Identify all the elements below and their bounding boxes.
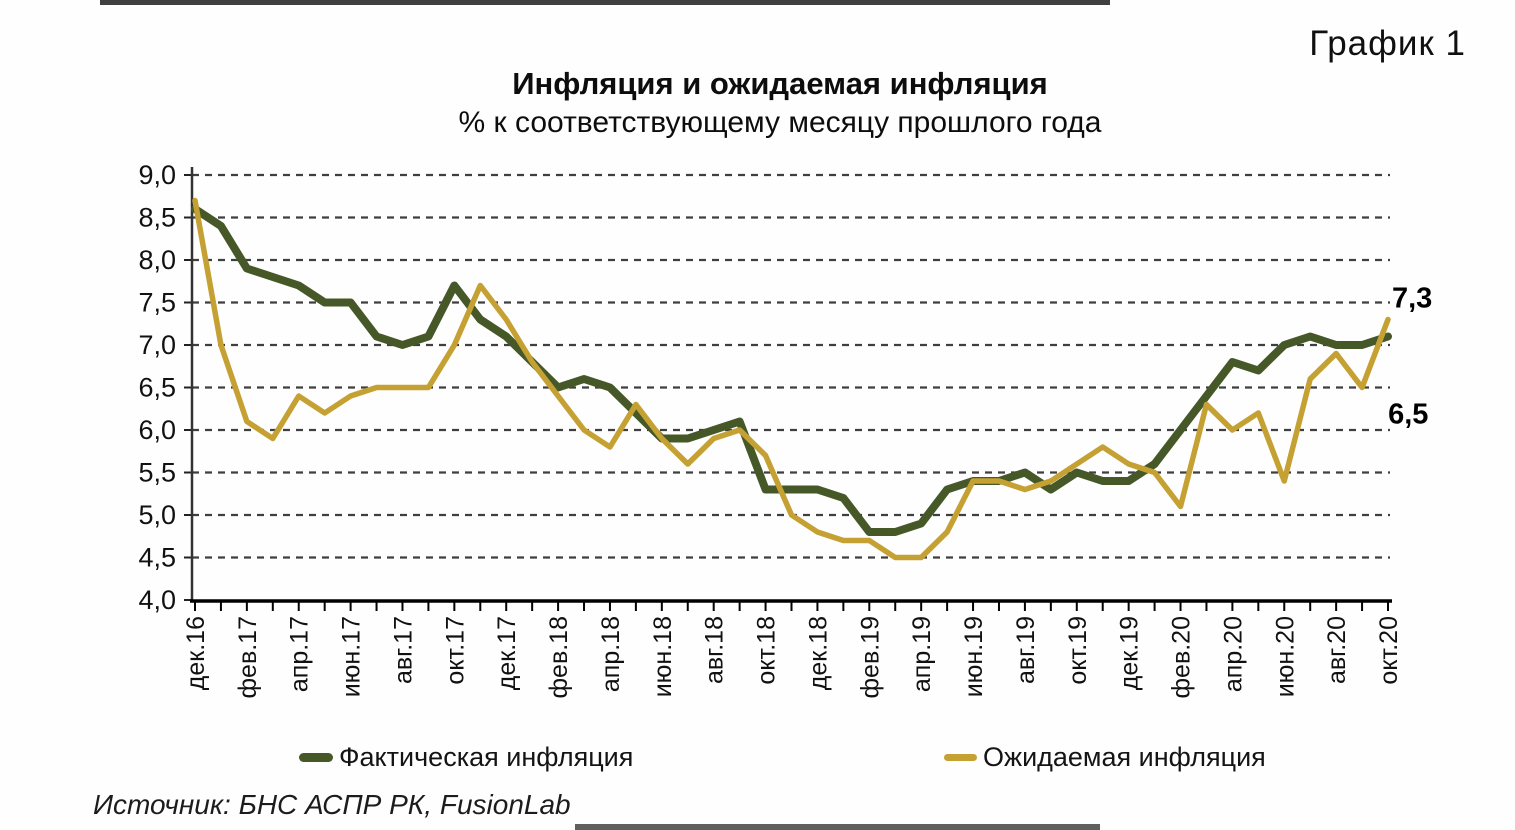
- y-axis-label: 6,0: [138, 415, 176, 445]
- x-axis-label: фев.18: [545, 616, 573, 699]
- legend-item-actual-inflation: Фактическая инфляция: [299, 742, 633, 773]
- x-axis-label: фев.20: [1168, 616, 1196, 699]
- series-line-actual-inflation: [191, 205, 1392, 536]
- legend-line-swatch-expected: [944, 754, 977, 761]
- x-axis-label: июн.17: [338, 616, 366, 697]
- x-axis-label: апр.17: [286, 616, 314, 692]
- y-axis-label: 4,5: [138, 543, 176, 573]
- source-note: Источник: БНС АСПР РК, FusionLab: [93, 789, 571, 820]
- x-axis-label: фев.17: [234, 616, 262, 699]
- x-axis-label: июн.18: [649, 616, 677, 697]
- x-axis-label: окт.19: [1064, 616, 1092, 685]
- x-axis-label: окт.18: [753, 616, 781, 685]
- x-axis-label: апр.18: [597, 616, 625, 692]
- legend-label-expected: Ожидаемая инфляция: [983, 742, 1266, 772]
- x-axis-label: авг.18: [701, 616, 729, 684]
- x-axis-label: окт.20: [1375, 616, 1403, 685]
- y-axis-label: 8,5: [138, 203, 176, 233]
- y-axis-label: 4,0: [138, 585, 176, 615]
- x-axis-label: дек.16: [182, 616, 210, 690]
- x-axis-label: авг.20: [1323, 616, 1351, 684]
- x-axis-label: дек.18: [804, 616, 832, 690]
- legend-line-swatch-actual: [299, 753, 333, 762]
- x-axis-label: апр.19: [908, 616, 936, 692]
- x-axis-label: авг.17: [389, 616, 417, 684]
- bottom-border-artifact: [575, 824, 1100, 830]
- y-axis-label: 6,5: [138, 373, 176, 403]
- x-axis-label: июн.19: [960, 616, 988, 697]
- chart-title: Инфляция и ожидаемая инфляция: [512, 66, 1048, 101]
- y-axis-label: 9,0: [138, 160, 176, 190]
- y-axis-label: 8,0: [138, 245, 176, 275]
- x-axis-label: авг.19: [1012, 616, 1040, 684]
- y-axis-label: 7,0: [138, 330, 176, 360]
- value-annotation: 7,3: [1392, 283, 1432, 315]
- x-axis-label: дек.17: [493, 616, 521, 690]
- x-axis-label: дек.19: [1116, 616, 1144, 690]
- chart-number-label: График 1: [1309, 24, 1466, 63]
- series-line-expected-inflation: [192, 197, 1391, 561]
- y-axis-label: 5,0: [138, 500, 176, 530]
- y-axis-label: 5,5: [138, 458, 176, 488]
- top-border-artifact: [100, 0, 1110, 5]
- x-axis-label: фев.19: [856, 616, 884, 699]
- chart-subtitle: % к соответствующему месяцу прошлого год…: [458, 106, 1102, 139]
- legend-label-actual: Фактическая инфляция: [339, 742, 634, 772]
- y-axis-label: 7,5: [138, 288, 176, 318]
- x-axis-label: окт.17: [441, 616, 469, 685]
- x-axis-label: апр.20: [1219, 616, 1247, 692]
- value-annotation: 6,5: [1388, 399, 1428, 431]
- x-axis-label: июн.20: [1271, 616, 1299, 697]
- legend-item-expected-inflation: Ожидаемая инфляция: [944, 742, 1266, 773]
